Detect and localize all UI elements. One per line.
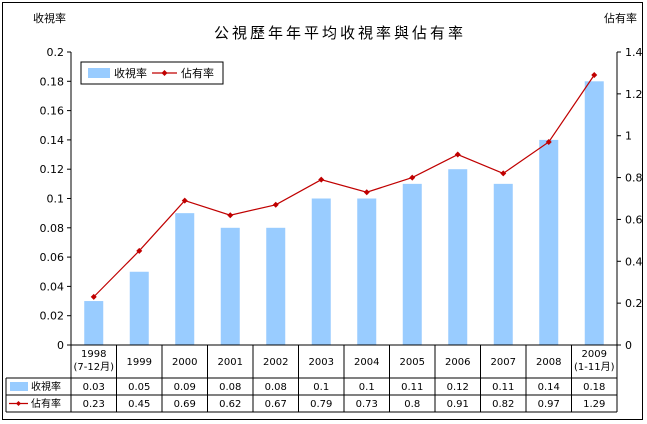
- bar: [175, 213, 195, 345]
- line-series: [93, 74, 595, 298]
- left-tick-label: 0.12: [40, 163, 65, 176]
- right-tick-label: 0.8: [625, 172, 643, 185]
- category-label: 2008: [536, 357, 561, 368]
- bar: [584, 81, 604, 346]
- bar: [266, 227, 286, 345]
- category-label: 2001: [218, 357, 243, 368]
- table-cell-line: 1.29: [583, 399, 605, 410]
- bar: [357, 198, 377, 345]
- line-point: [454, 151, 461, 158]
- left-axis-title: 收視率: [33, 11, 66, 25]
- left-tick-label: 0.2: [47, 46, 65, 59]
- bar: [129, 271, 149, 345]
- left-tick-label: 0.06: [40, 251, 65, 264]
- category-label: 1999: [127, 357, 152, 368]
- table-cell-line: 0.45: [128, 399, 150, 410]
- left-tick-label: 0.08: [40, 222, 65, 235]
- left-tick-label: 0.18: [40, 75, 65, 88]
- left-tick-label: 0.04: [40, 280, 65, 293]
- left-tick-label: 0.14: [40, 134, 65, 147]
- line-point: [181, 197, 188, 204]
- right-tick-label: 0.6: [625, 213, 643, 226]
- table-cell-bar: 0.09: [174, 382, 196, 393]
- table-cell-line: 0.69: [174, 399, 196, 410]
- table-cell-bar: 0.05: [128, 382, 150, 393]
- right-axis-title: 佔有率: [604, 11, 637, 25]
- table-cell-line: 0.73: [356, 399, 378, 410]
- right-tick-label: 1.2: [625, 88, 643, 101]
- table-row-label-bar: 收視率: [31, 380, 61, 393]
- category-sublabel: (1-11月): [574, 361, 615, 373]
- table-cell-bar: 0.1: [313, 382, 329, 393]
- left-tick-label: 0.1: [47, 193, 65, 206]
- table-cell-bar: 0.11: [492, 382, 514, 393]
- chart-title: 公視歷年年平均收視率與佔有率: [214, 24, 466, 42]
- bar: [220, 227, 240, 345]
- line-point: [545, 138, 552, 145]
- right-tick-label: 1: [625, 130, 632, 143]
- category-label: 2003: [309, 357, 334, 368]
- bar: [539, 139, 559, 345]
- legend-swatch-bar: [88, 68, 110, 78]
- bar: [493, 183, 513, 345]
- table-cell-bar: 0.08: [219, 382, 241, 393]
- category-label: 2000: [172, 357, 197, 368]
- line-point: [90, 293, 97, 300]
- right-tick-label: 1.4: [625, 46, 643, 59]
- right-tick-label: 0.2: [625, 297, 643, 310]
- line-point: [409, 174, 416, 181]
- right-tick-label: 0.4: [625, 255, 643, 268]
- line-point: [318, 176, 325, 183]
- table-cell-bar: 0.12: [447, 382, 469, 393]
- line-point: [227, 212, 234, 219]
- bar: [84, 301, 104, 345]
- bar: [448, 169, 468, 345]
- category-sublabel: (7-12月): [74, 361, 115, 373]
- table-cell-line: 0.23: [83, 399, 105, 410]
- category-label: 2009: [582, 349, 607, 360]
- table-cell-bar: 0.11: [401, 382, 423, 393]
- left-tick-label: 0: [57, 339, 64, 352]
- left-tick-label: 0.02: [40, 310, 65, 323]
- table-cell-line: 0.91: [447, 399, 469, 410]
- category-label: 2004: [354, 357, 379, 368]
- table-cell-bar: 0.03: [83, 382, 105, 393]
- legend-label-bar: 收視率: [114, 66, 147, 80]
- table-cell-line: 0.79: [310, 399, 332, 410]
- table-cell-line: 0.97: [538, 399, 560, 410]
- table-cell-bar: 0.1: [359, 382, 375, 393]
- line-point: [591, 72, 598, 79]
- table-cell-line: 0.82: [492, 399, 514, 410]
- category-label: 2002: [263, 357, 288, 368]
- table-cell-bar: 0.08: [265, 382, 287, 393]
- table-row-label-line: 佔有率: [31, 397, 61, 410]
- bar: [402, 183, 422, 345]
- right-tick-label: 0: [625, 339, 632, 352]
- table-cell-line: 0.62: [219, 399, 241, 410]
- table-cell-line: 0.8: [404, 399, 420, 410]
- line-point: [136, 247, 143, 254]
- table-cell-bar: 0.18: [583, 382, 605, 393]
- category-label: 2007: [491, 357, 516, 368]
- category-label: 1998: [81, 349, 106, 360]
- table-row-swatch-bar: [10, 382, 28, 391]
- bar: [311, 198, 331, 345]
- table-cell-bar: 0.14: [538, 382, 560, 393]
- table-cell-line: 0.67: [265, 399, 287, 410]
- category-label: 2006: [445, 357, 470, 368]
- left-tick-label: 0.16: [40, 105, 65, 118]
- category-label: 2005: [400, 357, 425, 368]
- legend-label-line: 佔有率: [181, 66, 214, 80]
- line-point: [272, 201, 279, 208]
- table-row-swatch-marker: [16, 401, 21, 406]
- legend-swatch-marker: [161, 70, 168, 76]
- line-point: [363, 189, 370, 196]
- line-point: [500, 170, 507, 177]
